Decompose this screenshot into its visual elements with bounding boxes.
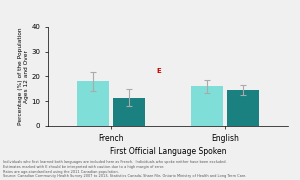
Text: E: E: [157, 68, 161, 74]
Bar: [76, 81, 109, 126]
X-axis label: First Official Language Spoken: First Official Language Spoken: [110, 147, 226, 156]
Y-axis label: Percentage (%) of the Population
Ages 12 and Over: Percentage (%) of the Population Ages 12…: [18, 28, 28, 125]
Bar: [227, 90, 260, 126]
Text: Individuals who first learned both languages are included here as French.  Indiv: Individuals who first learned both langu…: [3, 160, 246, 178]
Bar: [191, 86, 223, 126]
Bar: [113, 98, 145, 126]
